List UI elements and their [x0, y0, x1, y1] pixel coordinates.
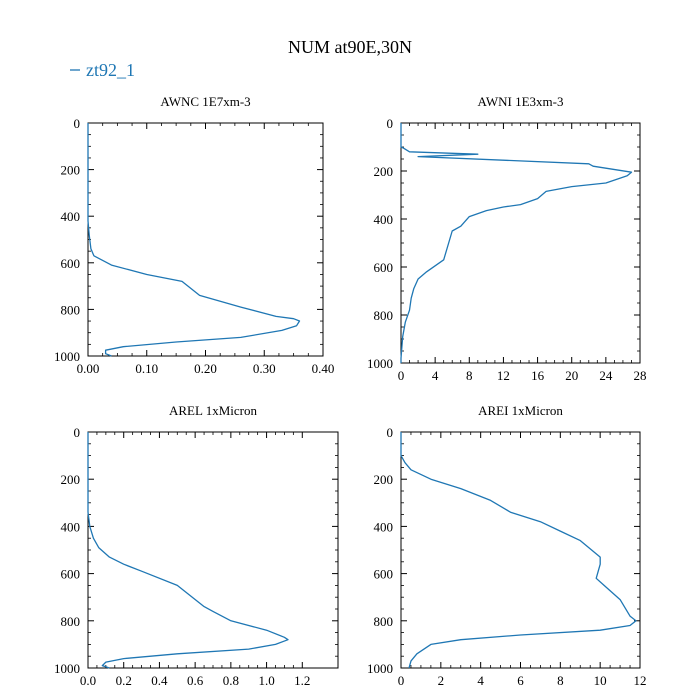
x-tick-label: 10 [594, 673, 607, 688]
y-tick-label: 400 [61, 209, 81, 224]
series-line [400, 432, 637, 669]
plot-frame [87, 431, 339, 669]
plot-frame [87, 122, 324, 357]
x-tick-label: 0.4 [151, 673, 168, 688]
y-tick-label: 200 [61, 163, 81, 178]
subplot-title: AREI 1xMicron [478, 403, 563, 418]
x-tick-label: 0 [398, 368, 405, 383]
x-tick-label: 0.40 [312, 361, 335, 376]
y-tick-label: 1000 [367, 661, 393, 676]
x-tick-label: 20 [565, 368, 578, 383]
x-tick-label: 1.0 [258, 673, 274, 688]
subplot-3: AREL 1xMicron 0.0 0.2 0.4 0.6 0.8 1.0 1.2 0 200 40… [54, 403, 339, 688]
x-tick-label: 0.6 [187, 673, 204, 688]
x-tick-label: 28 [634, 368, 647, 383]
x-tick-label: 16 [531, 368, 545, 383]
x-tick-label: 8 [557, 673, 564, 688]
x-tick-label: 0 [398, 673, 405, 688]
y-tick-label: 600 [374, 260, 394, 275]
y-tick-label: 400 [374, 212, 394, 227]
x-tick-label: 0.0 [80, 673, 96, 688]
subplot-title: AREL 1xMicron [169, 403, 257, 418]
x-tick-label: 24 [599, 368, 613, 383]
y-tick-label: 0 [74, 116, 81, 131]
y-tick-label: 200 [374, 472, 394, 487]
y-tick-label: 600 [61, 256, 81, 271]
y-tick-label: 800 [374, 614, 394, 629]
y-tick-label: 0 [387, 425, 394, 440]
y-tick-label: 800 [374, 308, 394, 323]
x-tick-label: 0.20 [194, 361, 217, 376]
y-tick-label: 600 [61, 567, 81, 582]
y-tick-label: 800 [61, 302, 81, 317]
y-tick-label: 200 [374, 164, 394, 179]
x-tick-label: 1.2 [294, 673, 310, 688]
subplot-4: AREI 1xMicron 0 2 4 6 8 10 12 0 200 400 600 800 1000 [367, 403, 647, 688]
plot-frame [400, 431, 641, 669]
x-tick-label: 0.10 [135, 361, 158, 376]
subplot-title: AWNI 1E3xm-3 [478, 94, 564, 109]
series-line [87, 123, 301, 357]
x-tick-label: 12 [634, 673, 647, 688]
y-tick-label: 0 [387, 116, 394, 131]
y-tick-label: 800 [61, 614, 81, 629]
y-tick-label: 400 [61, 519, 81, 534]
subplot-title: AWNC 1E7xm-3 [160, 94, 250, 109]
series-line [400, 123, 633, 363]
y-tick-label: 400 [374, 519, 394, 534]
x-tick-label: 0.2 [116, 673, 132, 688]
series-line [87, 432, 289, 669]
x-tick-label: 4 [477, 673, 484, 688]
subplot-2: AWNI 1E3xm-3 0 4 8 12 16 20 24 28 0 200 400 600 800 10… [367, 94, 647, 383]
y-tick-label: 600 [374, 567, 394, 582]
y-tick-label: 200 [61, 472, 81, 487]
x-tick-label: 0.00 [77, 361, 100, 376]
x-tick-label: 0.30 [253, 361, 276, 376]
y-tick-label: 0 [74, 425, 81, 440]
subplot-1: AWNC 1E7xm-3 0.00 0.10 0.20 0.30 0.40 0 200 400 6… [54, 94, 334, 376]
x-tick-label: 8 [466, 368, 473, 383]
y-tick-label: 1000 [54, 349, 80, 364]
x-tick-label: 2 [438, 673, 445, 688]
y-tick-label: 1000 [54, 661, 80, 676]
y-tick-label: 1000 [367, 356, 393, 371]
x-tick-label: 4 [432, 368, 439, 383]
x-tick-label: 12 [497, 368, 510, 383]
plot-frame [400, 122, 641, 364]
x-tick-label: 0.8 [223, 673, 239, 688]
legend-label: zt92_1 [86, 60, 135, 80]
x-tick-label: 6 [517, 673, 524, 688]
figure-title: NUM at90E,30N [288, 37, 412, 57]
